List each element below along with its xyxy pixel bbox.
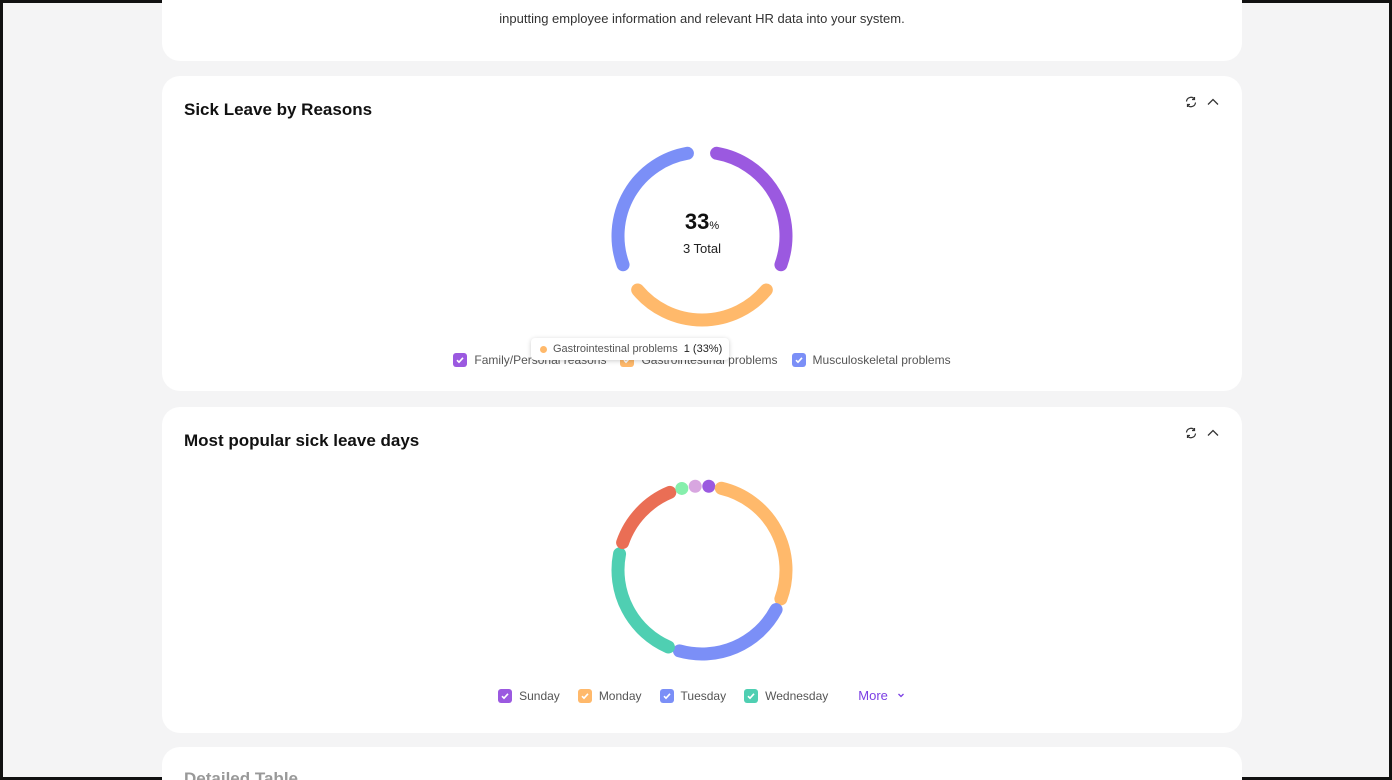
legend-label: Monday (598, 688, 642, 703)
more-button[interactable]: More (858, 688, 906, 703)
legend-item-sunday[interactable]: Sunday (498, 688, 560, 703)
center-percent: 33 (684, 209, 710, 234)
card-title: Detailed Table (184, 769, 298, 780)
legend-item-tuesday[interactable]: Tuesday (659, 688, 727, 703)
legend-label: Tuesday (680, 688, 727, 703)
slice-family-personal-reasons[interactable] (710, 146, 793, 272)
center-percent-sign: % (709, 220, 720, 232)
checkbox-checked-icon (453, 353, 468, 367)
sick-by-reason-card: Sick Leave by Reasons 33% 3 Total Family… (162, 76, 1242, 391)
intro-card: inputting employee information and relev… (162, 0, 1242, 61)
intro-text: inputting employee information and relev… (499, 11, 905, 26)
popular-days-card: Most popular sick leave days Sunday Monda… (162, 407, 1242, 733)
more-label: More (858, 688, 888, 703)
tooltip-label: Gastrointestinal problems (553, 343, 678, 355)
slice-musculoskeletal-problems[interactable] (611, 146, 694, 272)
collapse-chevron-up-icon[interactable] (1206, 426, 1220, 440)
checkbox-checked-icon (577, 688, 592, 703)
slice-sunday[interactable] (702, 479, 716, 493)
chevron-down-icon (896, 688, 906, 703)
legend-item-monday[interactable]: Monday (577, 688, 642, 703)
checkbox-checked-icon (791, 353, 806, 367)
refresh-icon[interactable] (1184, 95, 1198, 109)
refresh-icon[interactable] (1184, 426, 1198, 440)
donut-center-value: 33% (642, 209, 762, 235)
collapse-chevron-up-icon[interactable] (1206, 95, 1220, 109)
slice-saturday[interactable] (688, 479, 702, 493)
days-legend: Sunday Monday Tuesday Wednesday More (162, 688, 1242, 703)
card-title: Most popular sick leave days (184, 431, 420, 450)
slice-gastrointestinal-problems[interactable] (631, 283, 773, 327)
days-donut-chart[interactable] (162, 407, 1242, 733)
checkbox-checked-icon (659, 688, 674, 703)
tooltip-color-dot (540, 345, 547, 353)
checkbox-checked-icon (744, 688, 759, 703)
chart-tooltip: Gastrointestinal problems 1 (33%) (531, 338, 730, 360)
donut-center-total: 3 Total (682, 241, 722, 256)
slice-monday[interactable] (714, 481, 793, 606)
slice-thursday[interactable] (616, 485, 677, 550)
tooltip-value: 1 (33%) (683, 343, 723, 355)
slice-friday[interactable] (675, 481, 689, 495)
reasons-legend: Family/Personal reasons Gastrointestinal … (162, 353, 1242, 367)
legend-label: Musculoskeletal problems (812, 353, 951, 367)
legend-label: Wednesday (765, 688, 829, 703)
legend-item-wednesday[interactable]: Wednesday (744, 688, 829, 703)
checkbox-checked-icon (498, 688, 513, 703)
legend-label: Sunday (519, 688, 560, 703)
card-tools (1184, 95, 1220, 109)
card-title: Sick Leave by Reasons (184, 100, 373, 119)
card-tools (1184, 426, 1220, 440)
legend-item-musculoskeletal-problems[interactable]: Musculoskeletal problems (791, 353, 951, 367)
slice-tuesday[interactable] (672, 603, 783, 661)
next-card: Detailed Table (162, 747, 1242, 780)
reasons-donut-chart[interactable] (162, 76, 1242, 391)
slice-wednesday[interactable] (611, 547, 675, 654)
